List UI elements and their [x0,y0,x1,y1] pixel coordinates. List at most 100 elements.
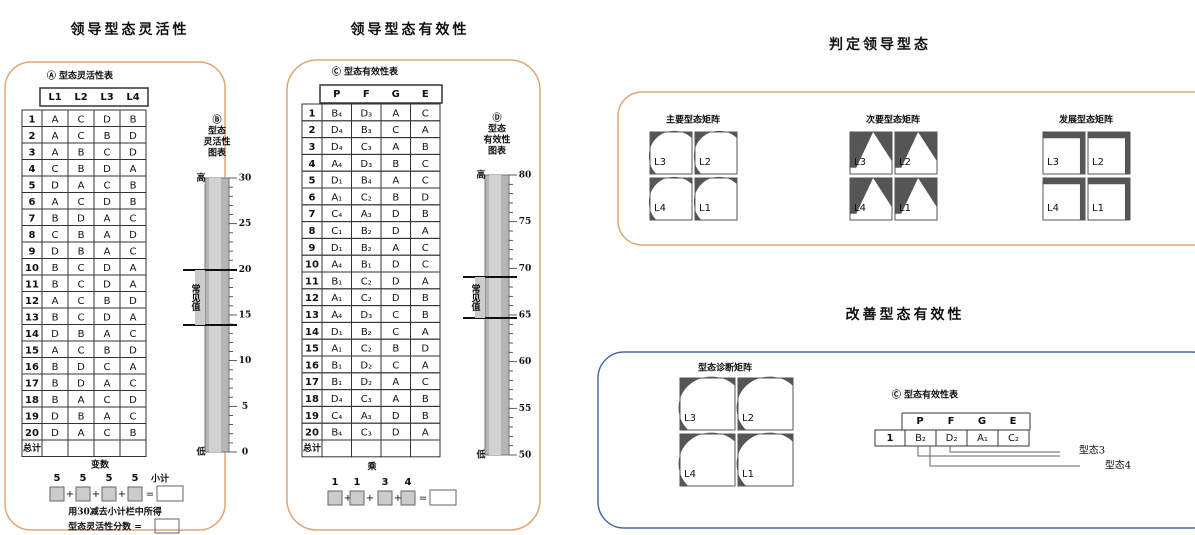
cell: D [392,226,400,237]
cell: B [392,344,399,355]
row-number: 9 [309,243,316,254]
row-number: 5 [29,180,36,191]
cell: C [104,395,111,406]
cell: D₄ [331,394,343,405]
cell: B₁ [331,360,342,371]
cell: D [77,213,85,224]
cell: D [103,114,111,125]
cell: B [52,312,59,323]
cell: B [130,197,137,208]
cell: A [130,362,137,373]
multiply-label: 乘 [366,461,377,473]
cell: B [52,395,59,406]
cell: C [104,180,111,191]
weight: 5 [132,473,139,484]
weight: 1 [332,477,339,488]
matrix-title: 发展型态矩阵 [1058,114,1113,126]
cell: B₄ [331,108,342,119]
cell: D [51,428,59,439]
cell: B [130,180,137,191]
scale-label: 75 [519,217,532,227]
connector [929,446,1080,467]
panel [286,59,541,531]
cell: D₁ [331,243,343,254]
row-number: 6 [309,192,316,203]
cell: B [422,293,429,304]
scale-low: 低 [475,449,485,461]
cell-border [321,439,352,458]
cell-shape [693,176,737,220]
cell: A [422,327,429,338]
row-number: 4 [29,164,36,175]
cell: B [78,147,85,158]
cell: D₄ [331,125,343,136]
cell: A₁ [331,293,342,304]
row-number: 15 [25,345,39,356]
cell-border [679,377,736,431]
cell-label: L4 [854,203,866,214]
row-number: 11 [305,276,319,287]
cell: C₂ [361,293,372,304]
cell: A [392,377,399,388]
cell: D [392,260,400,271]
cell: A [392,394,399,405]
cell-shape [1043,132,1085,174]
cell: C [422,260,429,271]
cell-border [400,490,416,506]
plus: + [344,493,352,504]
row-number: 16 [305,360,319,371]
cell: A [104,411,111,422]
cell-border [649,131,693,175]
connector [917,446,1060,457]
cell: D₁ [331,176,343,187]
row-number: 4 [309,159,316,170]
cell-shape [850,178,892,214]
scale-label: 0 [242,448,248,458]
cell: C₂ [361,276,372,287]
common-range: 常见值 [470,283,481,312]
cell: A [78,180,85,191]
cell: B [52,362,59,373]
cell: D₃ [360,159,372,170]
scale-label: 55 [519,404,532,414]
column-header: G [392,89,400,100]
cell: A [52,296,59,307]
cell: A [422,276,429,287]
section-title: 改善型态有效性 [846,306,965,323]
matrix-title: 型态诊断矩阵 [698,362,752,374]
cell: B [52,279,59,290]
cell: D [103,312,111,323]
column-header: G [978,416,986,427]
weight: 5 [54,473,61,484]
section-title: 领导型态有效性 [351,21,470,38]
cell-shape [1043,178,1085,220]
cell-border [41,439,69,457]
cell: A [104,329,111,340]
scale-low: 低 [195,446,205,458]
cell-shape [648,176,692,220]
plus: + [118,489,126,500]
cell: D [77,362,85,373]
cell: A [422,226,429,237]
cell: A₃ [361,209,372,220]
section-title: 领导型态灵活性 [71,21,190,38]
cell: D [77,378,85,389]
column-header: F [363,89,370,100]
cell: D [103,164,111,175]
scale-label: 20 [239,265,252,275]
scale-label: 30 [239,174,252,184]
row-number: 11 [25,279,39,290]
row-number: 13 [305,310,319,321]
cell: B₁ [331,377,342,388]
cell-label: L4 [1047,203,1059,214]
cell: B₂ [361,327,372,338]
row-number: 2 [29,131,36,142]
note: 用30减去小计栏中所得 [67,506,162,518]
total-label: 总计 [303,442,321,454]
cell-border [195,270,205,325]
gauge-title: Ⓓ [492,112,501,124]
cell: C [104,147,111,158]
cell: C [130,329,137,340]
cell-label: L1 [899,203,911,214]
row-number: 1 [29,114,36,125]
